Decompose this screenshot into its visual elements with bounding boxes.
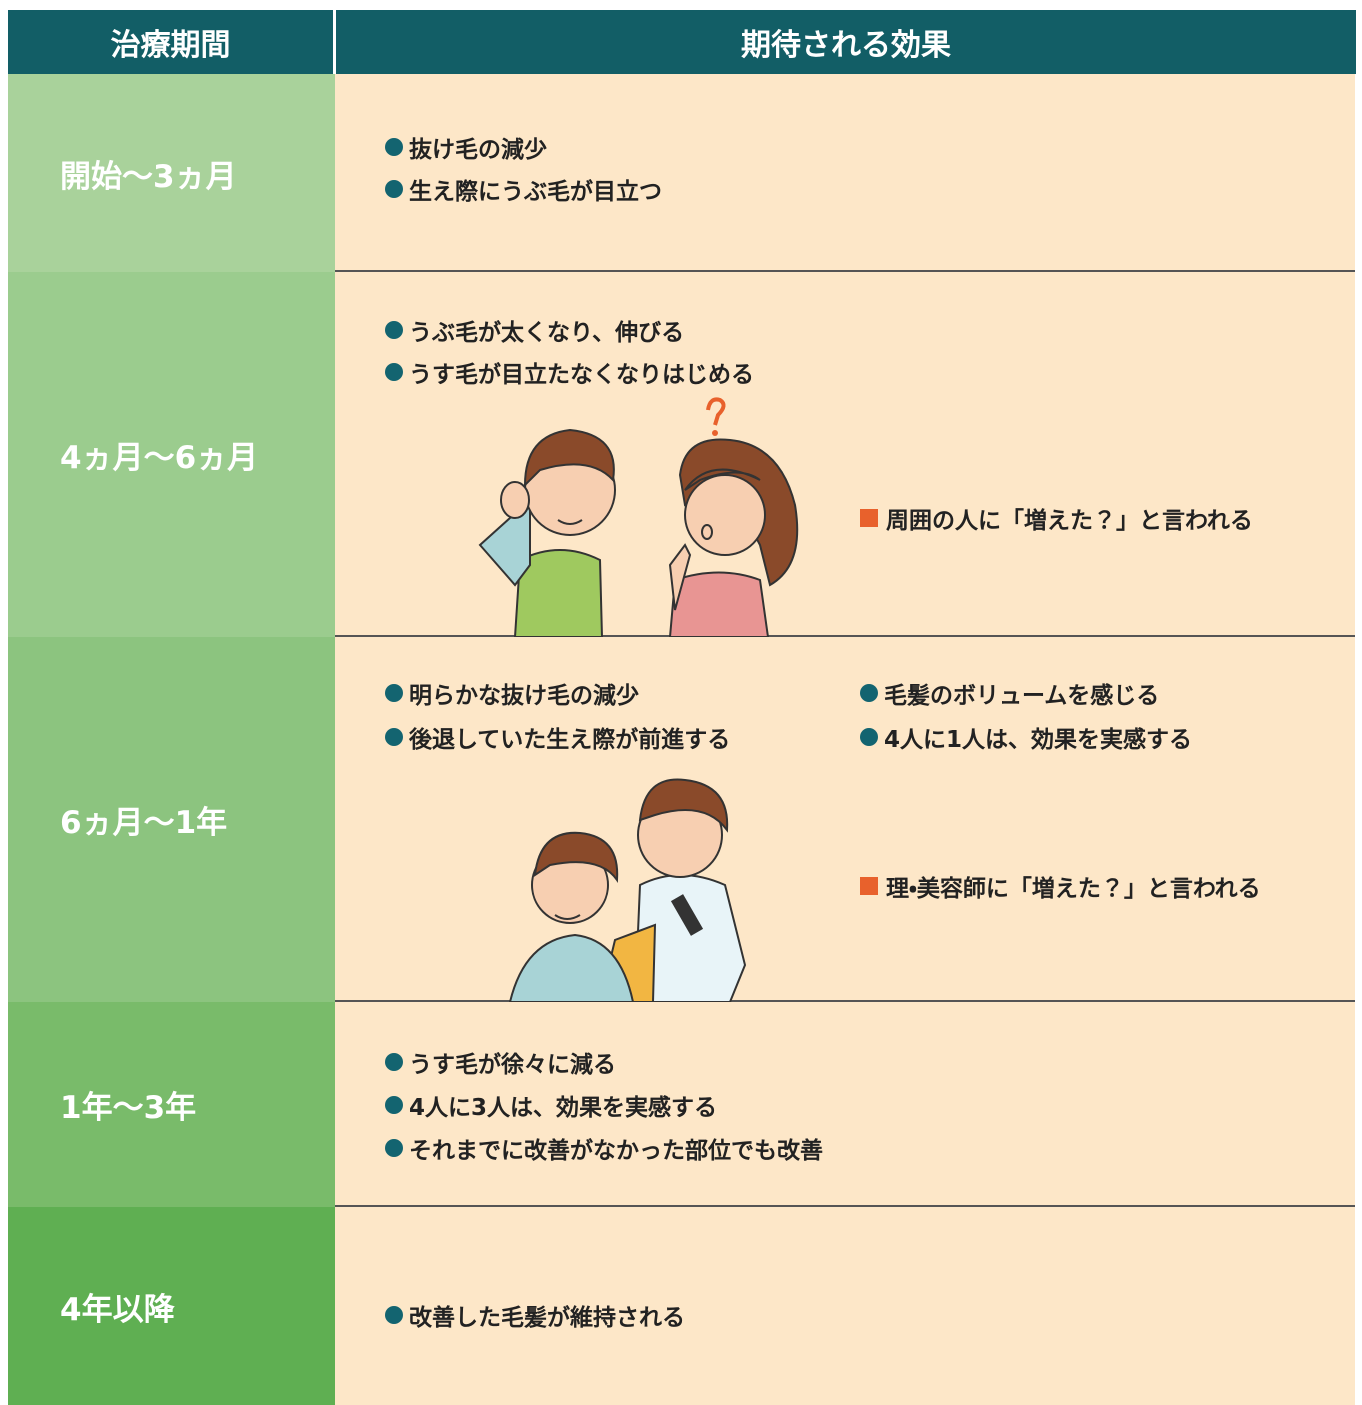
bullet-dot: [385, 684, 403, 702]
item-text: 後退していた生え際が前進する: [409, 727, 731, 753]
period-cell: 6ヵ月～1年: [8, 637, 335, 1002]
bullet-item: 毛髪のボリュームを感じる: [860, 678, 1160, 709]
effect-cell: [335, 1207, 1355, 1405]
bullet-item: 抜け毛の減少: [385, 132, 547, 163]
note-marker: [860, 877, 878, 895]
item-text: うす毛が目立たなくなりはじめる: [409, 362, 754, 388]
bullet-item: 改善した毛髪が維持される: [385, 1300, 685, 1331]
note-marker: [860, 509, 878, 527]
bullet-dot: [385, 321, 403, 339]
bullet-item: 生え際にうぶ毛が目立つ: [385, 174, 662, 205]
item-text: 明らかな抜け毛の減少: [409, 683, 639, 709]
effect-cell: [335, 637, 1355, 1002]
item-text: 毛髪のボリュームを感じる: [884, 683, 1160, 709]
item-text: 4人に3人は、効果を実感する: [409, 1095, 718, 1121]
bullet-dot: [385, 1096, 403, 1114]
bullet-dot: [385, 138, 403, 156]
effect-cell: [335, 1002, 1355, 1207]
period-cell: 4年以降: [8, 1207, 335, 1405]
period-cell: 開始～3ヵ月: [8, 74, 335, 272]
item-text: うぶ毛が太くなり、伸びる: [409, 320, 685, 346]
header-period: 治療期間: [8, 10, 333, 74]
bullet-item: うぶ毛が太くなり、伸びる: [385, 315, 685, 346]
item-text: 4人に1人は、効果を実感する: [884, 727, 1193, 753]
bullet-dot: [385, 728, 403, 746]
item-text: 理・美容師に「増えた？」と言われる: [886, 876, 1261, 902]
bullet-item: 後退していた生え際が前進する: [385, 722, 731, 753]
bullet-item: うす毛が徐々に減る: [385, 1047, 616, 1078]
bullet-dot: [385, 180, 403, 198]
item-text: 改善した毛髪が維持される: [409, 1305, 685, 1331]
bullet-dot: [860, 684, 878, 702]
illustration-barber: [508, 778, 747, 1002]
period-cell: 4ヵ月～6ヵ月: [8, 272, 335, 637]
illustration-couple: [478, 397, 799, 637]
effect-cell: [335, 272, 1355, 637]
bullet-item: 4人に1人は、効果を実感する: [860, 722, 1193, 753]
note: 理・美容師に「増えた？」と言われる: [860, 871, 1261, 902]
item-text: 周囲の人に「増えた？」と言われる: [886, 508, 1253, 534]
bullet-dot: [385, 363, 403, 381]
bullet-dot: [385, 1139, 403, 1157]
bullet-item: それまでに改善がなかった部位でも改善: [385, 1133, 823, 1164]
bullet-item: 4人に3人は、効果を実感する: [385, 1090, 718, 1121]
effect-cell: [335, 74, 1355, 272]
bullet-item: うす毛が目立たなくなりはじめる: [385, 357, 754, 388]
header-effect: 期待される効果: [336, 10, 1356, 74]
bullet-dot: [385, 1053, 403, 1071]
item-text: 生え際にうぶ毛が目立つ: [409, 179, 662, 205]
item-text: 抜け毛の減少: [409, 137, 547, 163]
bullet-item: 明らかな抜け毛の減少: [385, 678, 639, 709]
bullet-dot: [385, 1306, 403, 1324]
bullet-dot: [860, 728, 878, 746]
item-text: それまでに改善がなかった部位でも改善: [409, 1138, 823, 1164]
item-text: うす毛が徐々に減る: [409, 1052, 616, 1078]
period-cell: 1年～3年: [8, 1002, 335, 1207]
note: 周囲の人に「増えた？」と言われる: [860, 503, 1253, 534]
